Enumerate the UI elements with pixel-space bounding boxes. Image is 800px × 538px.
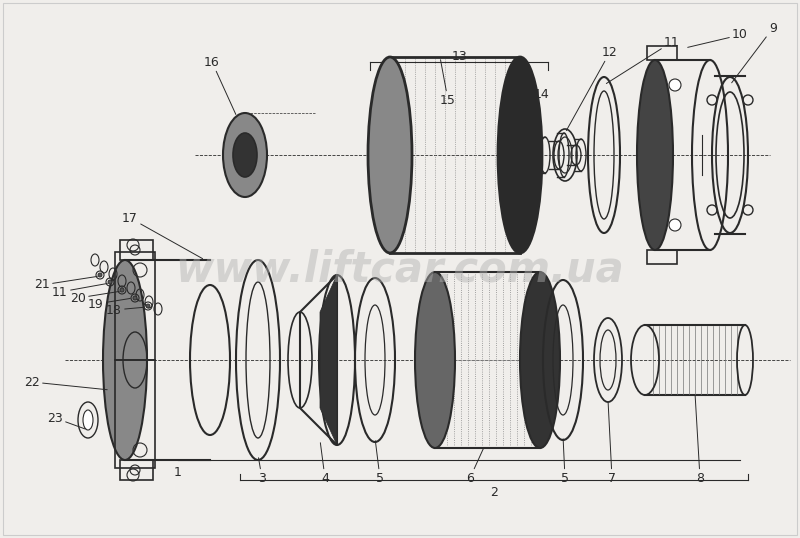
Polygon shape [320, 275, 337, 445]
Ellipse shape [233, 133, 257, 177]
Text: 5: 5 [375, 441, 384, 485]
Circle shape [133, 296, 137, 300]
Circle shape [146, 304, 150, 308]
Circle shape [669, 79, 681, 91]
Text: 4: 4 [320, 443, 329, 485]
Text: 8: 8 [695, 396, 704, 485]
Text: 14: 14 [534, 88, 550, 102]
Text: 3: 3 [258, 458, 266, 485]
Text: 17: 17 [122, 211, 202, 259]
Text: 21: 21 [34, 277, 98, 292]
Text: 18: 18 [106, 303, 144, 316]
Text: 16: 16 [204, 55, 236, 115]
Text: 5: 5 [561, 439, 569, 485]
Text: 9: 9 [732, 22, 777, 83]
Ellipse shape [368, 57, 412, 253]
Text: 12: 12 [566, 46, 618, 131]
Circle shape [120, 288, 124, 292]
Text: 7: 7 [608, 403, 616, 485]
Text: 6: 6 [466, 448, 484, 485]
Text: 15: 15 [440, 60, 456, 107]
Ellipse shape [415, 272, 455, 448]
Text: 11: 11 [52, 284, 107, 299]
Text: 23: 23 [47, 412, 86, 429]
Ellipse shape [637, 60, 673, 250]
Text: 20: 20 [70, 292, 119, 305]
Circle shape [98, 273, 102, 277]
Text: 19: 19 [88, 298, 130, 310]
Text: 10: 10 [688, 29, 748, 47]
Circle shape [108, 280, 112, 284]
Text: 22: 22 [24, 376, 107, 390]
Ellipse shape [520, 272, 560, 448]
Ellipse shape [498, 57, 542, 253]
Ellipse shape [103, 260, 147, 460]
Text: www.liftcar.com.ua: www.liftcar.com.ua [176, 248, 624, 290]
Ellipse shape [223, 113, 267, 197]
Text: 1: 1 [174, 465, 182, 478]
Ellipse shape [83, 410, 93, 430]
Text: 13: 13 [452, 51, 468, 63]
Text: 11: 11 [606, 36, 680, 83]
Text: 2: 2 [490, 485, 498, 499]
Circle shape [669, 219, 681, 231]
